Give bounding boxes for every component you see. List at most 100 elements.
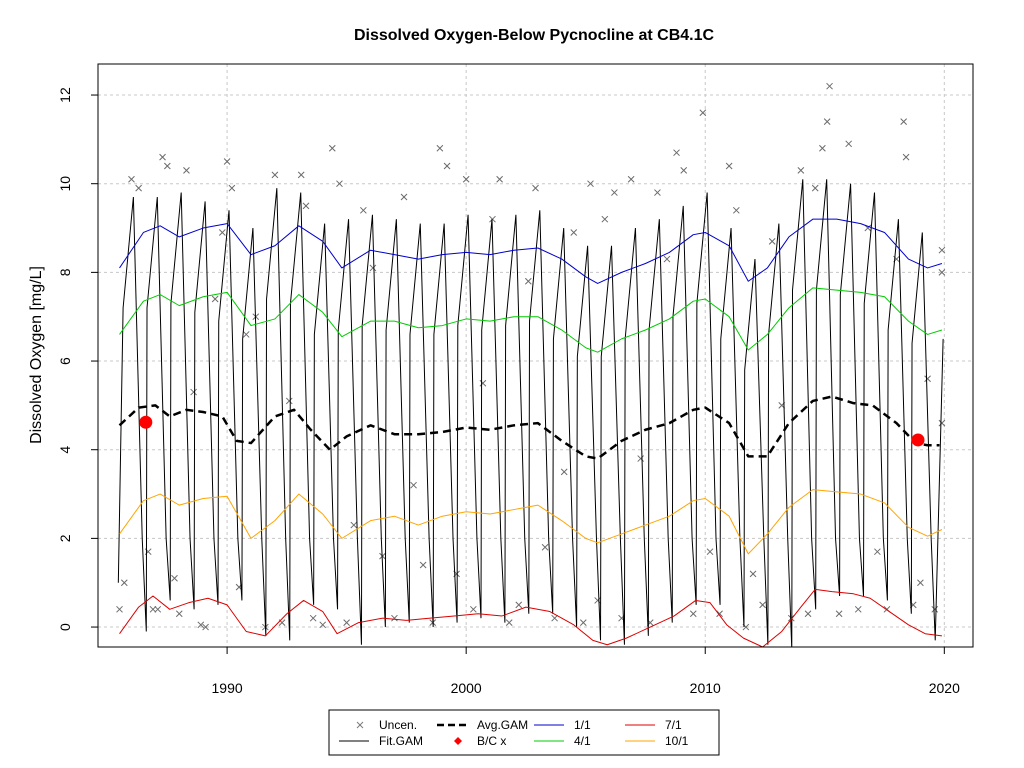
uncen-point: [242, 331, 250, 338]
legend-label: 1/1: [574, 718, 591, 732]
uncen-point: [699, 109, 707, 117]
uncen-point: [804, 610, 812, 618]
uncen-point: [637, 455, 645, 462]
grid: [98, 64, 973, 647]
x-tick-label: 1990: [212, 680, 243, 696]
y-tick-label: 4: [57, 446, 73, 454]
uncen-point: [680, 167, 688, 174]
uncen-point: [689, 610, 697, 618]
legend-item: B/C x: [454, 734, 506, 748]
uncen-point: [749, 570, 757, 578]
uncen-point: [917, 579, 924, 587]
uncen-point: [505, 619, 513, 626]
uncen-point: [924, 375, 931, 383]
uncen-point: [343, 619, 350, 626]
uncen-point: [163, 162, 171, 170]
legend: Uncen. Fit.GAM Avg.GAM B/C x 1/1 4/1 7/1 10/1: [328, 709, 720, 756]
uncen-point: [874, 548, 881, 556]
legend-item: Fit.GAM: [339, 734, 423, 748]
y-tick-label: 12: [57, 87, 73, 103]
bc-point: [911, 433, 925, 447]
uncen-point: [297, 171, 305, 179]
uncen-point: [183, 167, 190, 174]
uncen-point: [768, 237, 776, 245]
uncen-point: [706, 548, 714, 556]
uncen-point: [116, 605, 123, 613]
uncen-point: [835, 610, 843, 618]
uncen-point: [819, 144, 826, 152]
uncen-point: [797, 167, 805, 174]
uncen-point: [570, 229, 578, 236]
uncen-point: [228, 184, 236, 192]
uncen-point: [601, 215, 609, 223]
uncen-point: [211, 295, 219, 303]
uncen-point: [469, 605, 477, 613]
uncen-point: [350, 521, 358, 529]
plot-content: [116, 82, 946, 647]
uncen-point: [135, 184, 142, 192]
uncen-point: [400, 193, 408, 201]
uncen-point: [496, 175, 503, 183]
bc-point: [139, 415, 153, 429]
legend-label: 7/1: [665, 718, 682, 732]
uncen-point: [594, 597, 602, 604]
uncen-point: [360, 206, 367, 214]
uncen-point: [159, 153, 166, 161]
series-fit-gam: [117, 179, 944, 647]
legend-item: 10/1: [625, 734, 689, 748]
uncen-point: [579, 619, 587, 626]
legend-label: Fit.GAM: [379, 734, 423, 748]
uncen-point: [218, 229, 226, 236]
uncen-point: [524, 277, 532, 285]
uncen-point: [223, 158, 231, 165]
y-tick-label: 2: [57, 534, 73, 542]
uncen-point: [654, 189, 661, 196]
uncen-point: [611, 189, 618, 196]
uncen-point: [716, 610, 723, 618]
legend-item: 1/1: [534, 718, 591, 732]
uncen-point: [202, 623, 209, 631]
uncen-point: [171, 574, 178, 582]
uncen-point: [319, 621, 327, 629]
uncen-point: [120, 579, 128, 587]
uncen-point: [900, 118, 908, 125]
uncen-point: [190, 388, 197, 396]
y-tick-label: 0: [57, 623, 73, 631]
uncen-point: [938, 419, 946, 427]
uncen-point: [845, 140, 853, 148]
series-7-1: [119, 588, 942, 647]
uncen-point: [175, 610, 183, 618]
y-axis: 0 2 4 6 8 10 12: [57, 87, 98, 631]
uncen-point: [759, 601, 766, 609]
uncen-point: [336, 180, 343, 188]
legend-item: Uncen.: [356, 718, 417, 732]
uncen-point: [302, 202, 310, 210]
plot-frame: [97, 63, 974, 648]
uncen-point: [811, 184, 819, 192]
uncen-point: [663, 255, 671, 263]
legend-label: Uncen.: [379, 718, 417, 732]
uncen-point: [587, 180, 594, 188]
legend-item: 7/1: [625, 718, 682, 732]
uncen-point: [938, 246, 946, 254]
uncen-point: [479, 379, 487, 387]
uncen-point: [725, 162, 733, 170]
x-axis: 1990 2000 2010 2020: [212, 647, 960, 696]
uncen-point: [627, 175, 635, 183]
uncen-point: [285, 397, 293, 405]
uncen-point: [551, 614, 558, 622]
uncen-point: [823, 118, 831, 125]
legend-label: Avg.GAM: [477, 718, 528, 732]
uncen-point: [271, 171, 279, 179]
uncen-point: [931, 605, 939, 613]
y-axis-label: Dissolved Oxygen [mg/L]: [28, 266, 45, 444]
uncen-point: [673, 149, 680, 157]
uncen-point: [443, 162, 451, 170]
uncen-point: [419, 561, 427, 569]
uncen-point: [560, 468, 568, 476]
uncen-point: [532, 184, 539, 192]
y-tick-label: 8: [57, 268, 73, 276]
series-4-1: [119, 287, 943, 353]
series-avg-gam: [118, 395, 940, 460]
